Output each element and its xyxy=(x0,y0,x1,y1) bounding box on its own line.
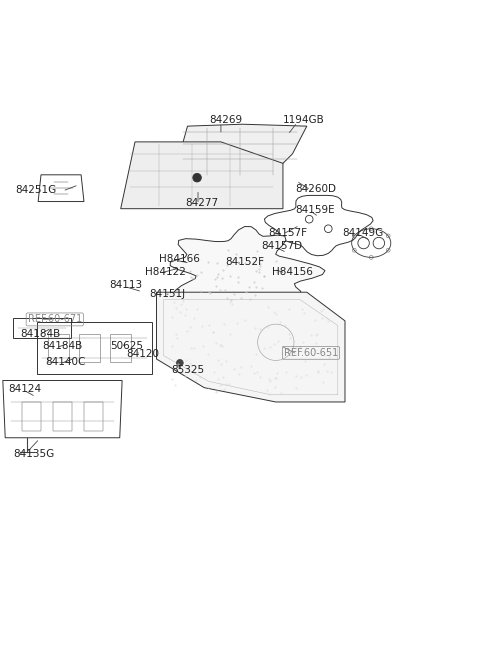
Text: 84184B: 84184B xyxy=(42,341,82,351)
Circle shape xyxy=(177,359,183,366)
Text: 84149G: 84149G xyxy=(343,228,384,237)
Text: 84159E: 84159E xyxy=(295,205,335,215)
Text: 84140C: 84140C xyxy=(45,358,85,367)
Text: 85325: 85325 xyxy=(171,365,204,375)
Text: 84251G: 84251G xyxy=(16,184,57,195)
Text: 84260D: 84260D xyxy=(295,184,336,194)
Text: H84122: H84122 xyxy=(144,267,185,277)
Text: H84156: H84156 xyxy=(273,267,313,277)
Text: REF.60-651: REF.60-651 xyxy=(284,348,338,358)
Text: 84152F: 84152F xyxy=(226,257,264,267)
Text: 84184B: 84184B xyxy=(21,329,61,338)
Text: REF.60-671: REF.60-671 xyxy=(28,314,82,325)
Polygon shape xyxy=(120,142,283,209)
Text: 84151J: 84151J xyxy=(149,289,185,298)
Polygon shape xyxy=(156,292,345,402)
Bar xyxy=(37,322,152,375)
Text: H84166: H84166 xyxy=(159,254,200,264)
Bar xyxy=(79,334,100,362)
Text: 84113: 84113 xyxy=(109,280,142,290)
Bar xyxy=(53,402,72,430)
Text: 84157D: 84157D xyxy=(262,241,302,251)
Bar xyxy=(110,334,131,362)
Bar xyxy=(84,402,103,430)
Bar xyxy=(22,402,41,430)
Text: 84124: 84124 xyxy=(9,384,42,394)
Text: 1194GB: 1194GB xyxy=(283,115,324,125)
Bar xyxy=(13,318,71,338)
Polygon shape xyxy=(173,124,307,178)
Text: 84135G: 84135G xyxy=(13,449,55,459)
Bar xyxy=(48,334,69,362)
Circle shape xyxy=(193,173,201,182)
Text: 84157F: 84157F xyxy=(269,228,308,237)
Text: 84277: 84277 xyxy=(185,198,218,208)
Text: 50625: 50625 xyxy=(110,341,143,351)
Polygon shape xyxy=(170,226,325,322)
Text: 84269: 84269 xyxy=(209,115,242,125)
Text: 84120: 84120 xyxy=(126,349,159,359)
